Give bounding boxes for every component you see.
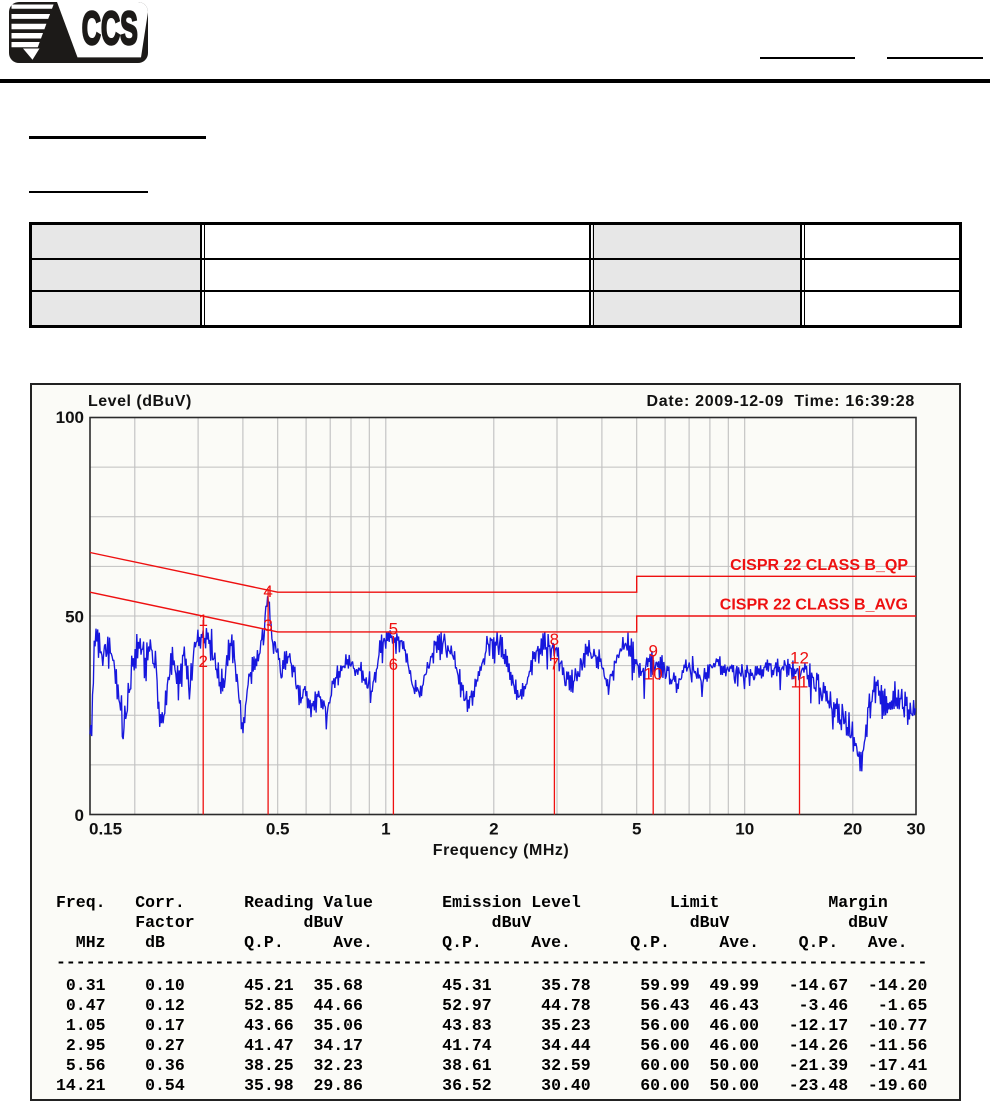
svg-text:6: 6 (389, 655, 398, 674)
svg-text:CISPR 22 CLASS B_AVG: CISPR 22 CLASS B_AVG (720, 597, 908, 614)
svg-text:2: 2 (489, 820, 498, 839)
svg-text:1: 1 (198, 611, 207, 630)
svg-text:5: 5 (632, 820, 641, 839)
svg-text:0: 0 (75, 806, 84, 825)
svg-text:CCS: CCS (82, 2, 138, 54)
svg-text:5: 5 (389, 620, 398, 639)
svg-text:0.15: 0.15 (89, 820, 122, 839)
svg-text:2: 2 (198, 652, 207, 671)
svg-text:Frequency (MHz): Frequency (MHz) (433, 842, 569, 859)
svg-text:12: 12 (790, 649, 809, 668)
svg-text:20: 20 (843, 820, 862, 839)
svg-text:10: 10 (735, 820, 754, 839)
svg-text:10: 10 (644, 665, 663, 684)
svg-text:Date: 2009-12-09 Time: 16:39:: Date: 2009-12-09 Time: 16:39:28 (647, 393, 915, 410)
svg-text:0.5: 0.5 (266, 820, 290, 839)
svg-text:4: 4 (263, 582, 272, 601)
svg-text:50: 50 (65, 608, 84, 627)
svg-text:100: 100 (56, 408, 84, 427)
svg-text:30: 30 (907, 820, 926, 839)
svg-text:CISPR 22 CLASS B_QP: CISPR 22 CLASS B_QP (730, 557, 908, 574)
svg-text:7: 7 (550, 655, 559, 674)
svg-text:11: 11 (791, 673, 809, 692)
svg-text:Level (dBuV): Level (dBuV) (88, 393, 192, 410)
svg-text:3: 3 (263, 616, 272, 635)
svg-text:8: 8 (550, 630, 559, 649)
svg-text:9: 9 (648, 642, 657, 661)
svg-text:1: 1 (381, 820, 390, 839)
